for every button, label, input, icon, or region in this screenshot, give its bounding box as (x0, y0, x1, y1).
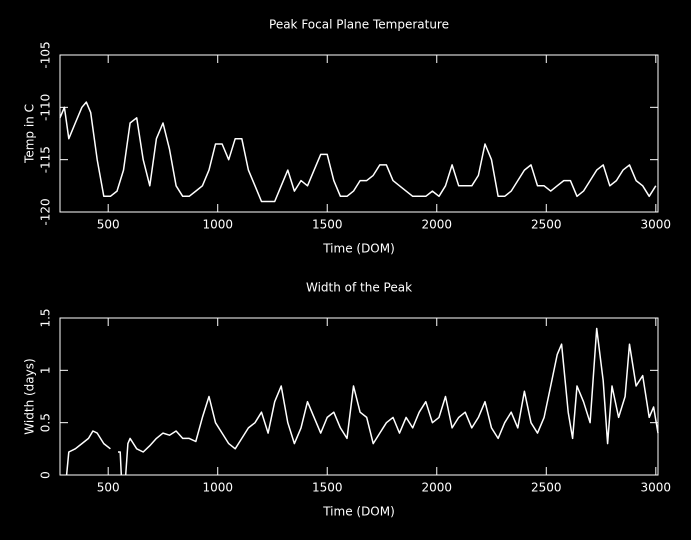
x-tick-label: 1500 (312, 481, 343, 495)
x-tick-label: 1000 (202, 481, 233, 495)
x-tick-label: 500 (97, 218, 120, 232)
y-tick-label: -115 (39, 146, 53, 173)
y-axis-label: Temp in C (23, 104, 37, 164)
chart-title: Width of the Peak (306, 281, 412, 295)
x-axis-label: Time (DOM) (322, 505, 395, 519)
x-axis-label: Time (DOM) (322, 242, 395, 256)
x-tick-label: 2500 (531, 218, 562, 232)
y-axis-label: Width (days) (23, 358, 37, 434)
plot-frame (59, 54, 659, 213)
x-tick-label: 2500 (531, 481, 562, 495)
y-tick-label: -110 (39, 94, 53, 121)
y-tick-label: -105 (39, 41, 53, 68)
x-tick-label: 2000 (421, 481, 452, 495)
y-tick-label: 0 (39, 471, 53, 479)
y-tick-label: 1.5 (39, 308, 53, 327)
data-line (59, 101, 657, 203)
data-line (65, 327, 659, 476)
x-tick-label: 1500 (312, 218, 343, 232)
x-tick-label: 2000 (421, 218, 452, 232)
plot-frame (59, 317, 659, 476)
x-tick-label: 1000 (202, 218, 233, 232)
y-tick-label: -120 (39, 198, 53, 225)
chart-title: Peak Focal Plane Temperature (269, 18, 449, 32)
x-tick-label: 500 (97, 481, 120, 495)
y-tick-label: 0.5 (39, 413, 53, 432)
x-tick-label: 3000 (641, 218, 672, 232)
x-tick-label: 3000 (641, 481, 672, 495)
y-tick-label: 1 (39, 367, 53, 375)
